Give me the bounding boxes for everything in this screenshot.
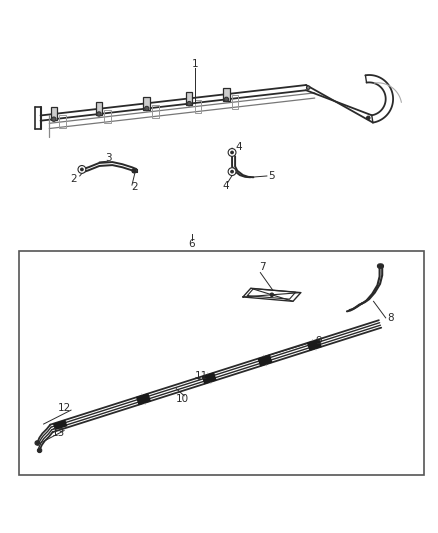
Circle shape — [37, 448, 42, 453]
Circle shape — [224, 97, 229, 102]
Circle shape — [52, 117, 56, 122]
FancyBboxPatch shape — [144, 97, 150, 110]
Text: 10: 10 — [176, 394, 189, 404]
Bar — [307, 338, 322, 351]
Text: 6: 6 — [189, 239, 195, 249]
FancyBboxPatch shape — [223, 87, 230, 101]
Circle shape — [228, 168, 236, 175]
Circle shape — [231, 171, 233, 173]
Text: 11: 11 — [195, 371, 208, 381]
Text: 3: 3 — [105, 152, 111, 163]
Circle shape — [132, 168, 136, 173]
Circle shape — [145, 107, 149, 111]
Circle shape — [187, 101, 191, 106]
Circle shape — [379, 264, 384, 268]
Circle shape — [81, 168, 83, 171]
Text: 4: 4 — [235, 142, 242, 152]
Circle shape — [231, 151, 233, 154]
FancyBboxPatch shape — [186, 92, 192, 105]
Text: 13: 13 — [52, 428, 65, 438]
FancyBboxPatch shape — [95, 102, 102, 115]
Circle shape — [367, 116, 370, 119]
Bar — [19, 251, 424, 475]
Circle shape — [378, 264, 382, 268]
Text: 2: 2 — [70, 174, 77, 184]
Circle shape — [228, 149, 236, 156]
Circle shape — [35, 441, 39, 445]
Circle shape — [270, 293, 274, 296]
Text: 9: 9 — [316, 336, 322, 346]
Text: 2: 2 — [131, 182, 138, 192]
Text: 8: 8 — [388, 313, 394, 323]
Bar — [53, 419, 67, 430]
Text: 4: 4 — [222, 181, 229, 191]
Circle shape — [97, 112, 101, 116]
Circle shape — [307, 86, 310, 90]
Text: 7: 7 — [259, 262, 266, 272]
Bar — [201, 372, 217, 384]
Circle shape — [78, 166, 86, 173]
Bar — [258, 354, 272, 367]
Text: 1: 1 — [192, 59, 198, 69]
Text: 5: 5 — [268, 171, 275, 181]
Bar — [136, 393, 151, 405]
FancyBboxPatch shape — [50, 108, 57, 120]
Text: 12: 12 — [58, 403, 71, 413]
